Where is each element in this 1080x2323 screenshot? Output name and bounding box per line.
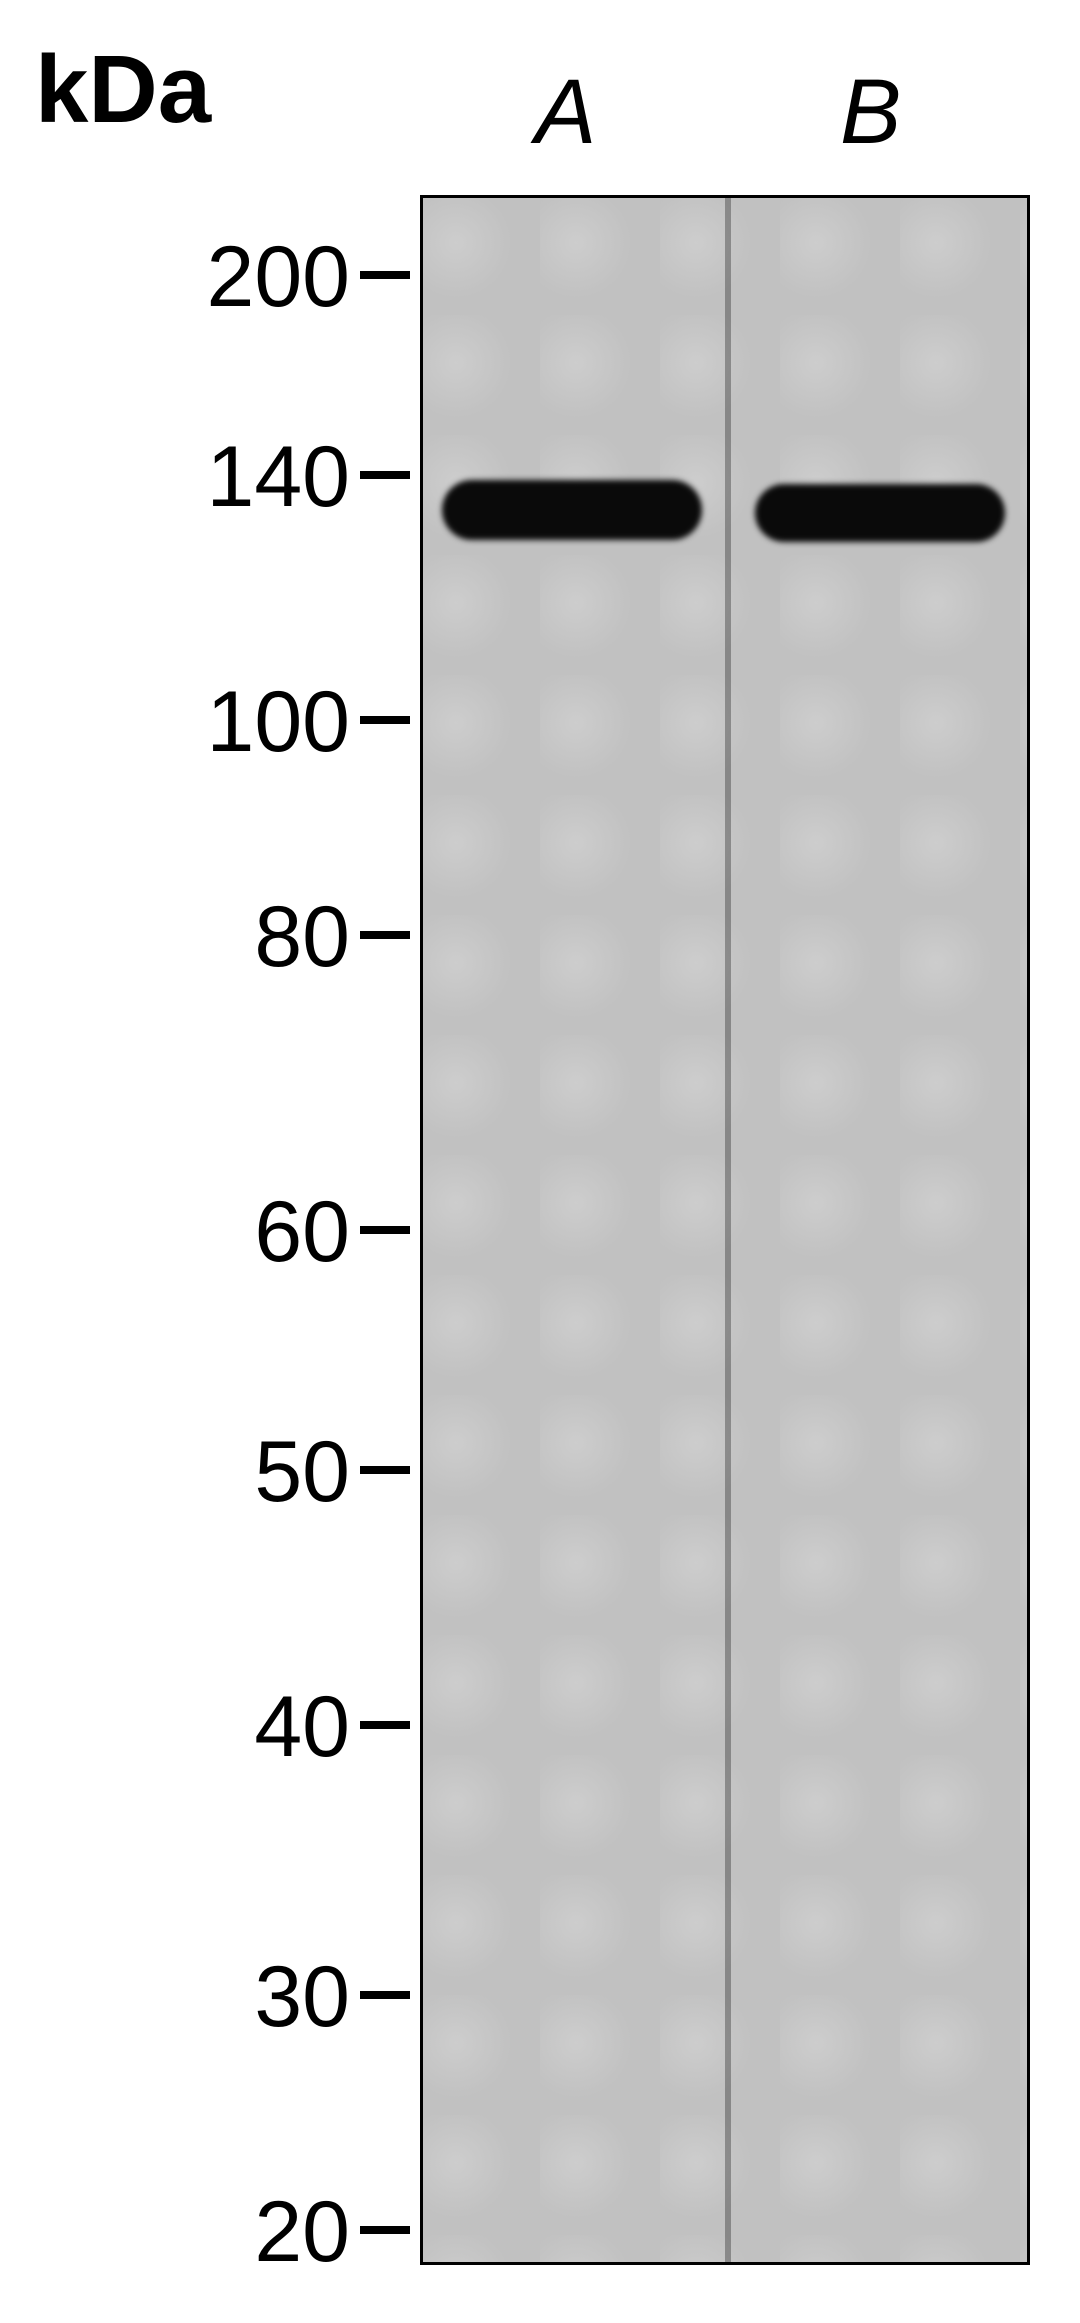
tick-mark-20: [360, 2226, 410, 2234]
tick-label-30: 30: [254, 1948, 350, 2047]
tick-mark-30: [360, 1991, 410, 1999]
tick-mark-100: [360, 716, 410, 724]
tick-label-200: 200: [207, 228, 351, 327]
lane-label-b: B: [840, 60, 901, 165]
lane-label-a: A: [535, 60, 596, 165]
tick-label-40: 40: [254, 1678, 350, 1777]
tick-mark-50: [360, 1466, 410, 1474]
tick-mark-140: [360, 471, 410, 479]
tick-label-50: 50: [254, 1423, 350, 1522]
band-lane-b: [755, 484, 1005, 542]
tick-label-20: 20: [254, 2183, 350, 2282]
blot-membrane: [420, 195, 1030, 2265]
band-lane-a: [442, 480, 702, 540]
tick-label-140: 140: [207, 428, 351, 527]
tick-label-100: 100: [207, 673, 351, 772]
tick-mark-40: [360, 1721, 410, 1729]
tick-label-80: 80: [254, 888, 350, 987]
tick-mark-80: [360, 931, 410, 939]
tick-label-60: 60: [254, 1183, 350, 1282]
tick-mark-60: [360, 1226, 410, 1234]
axis-unit-label: kDa: [35, 35, 211, 145]
lane-divider: [725, 195, 731, 2265]
tick-mark-200: [360, 271, 410, 279]
